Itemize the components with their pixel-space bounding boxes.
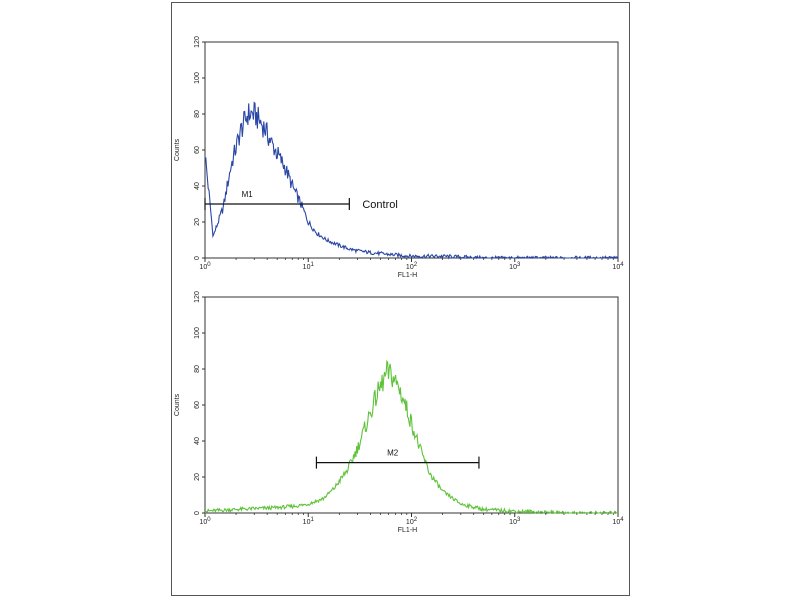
y-tick-label: 120 xyxy=(194,36,201,48)
figure-border xyxy=(171,2,630,596)
annotation-label: Control xyxy=(362,199,397,211)
x-tick-label: 103 xyxy=(509,517,521,526)
histogram-trace xyxy=(204,359,618,516)
y-axis-title: Counts xyxy=(174,393,181,416)
y-axis-title: Counts xyxy=(174,138,181,161)
y-tick-label: 0 xyxy=(194,256,201,260)
x-axis-title: FL1-H xyxy=(398,527,417,534)
y-tick-label: 100 xyxy=(194,72,201,84)
plot-area xyxy=(204,296,619,514)
y-tick-label: 40 xyxy=(194,437,201,445)
y-tick-label: 80 xyxy=(194,110,201,118)
x-tick-label: 101 xyxy=(303,262,315,271)
y-tick-label: 60 xyxy=(194,146,201,154)
x-tick-label: 101 xyxy=(303,517,315,526)
y-tick-label: 0 xyxy=(194,511,201,515)
x-tick-label: 102 xyxy=(406,517,418,526)
histogram-panel-2: 0 20 40 60 80 100 120 100 101 102 103 104 FL1-H Count… xyxy=(174,291,624,534)
x-axis-title: FL1-H xyxy=(398,272,417,279)
y-tick-label: 120 xyxy=(194,291,201,303)
x-tick-label: 102 xyxy=(406,262,418,271)
y-tick-label: 100 xyxy=(194,327,201,339)
plot-area xyxy=(204,41,619,259)
x-tick-label: 104 xyxy=(612,262,624,271)
x-tick-label: 100 xyxy=(199,262,211,271)
histogram-panel-1: 0 20 40 60 80 100 120 100 101 102 103 104 FL1-H Count… xyxy=(174,36,624,279)
x-tick-label: 100 xyxy=(199,517,211,526)
y-tick-label: 60 xyxy=(194,401,201,409)
y-tick-label: 20 xyxy=(194,473,201,481)
marker-label: M2 xyxy=(387,449,399,458)
y-tick-label: 40 xyxy=(194,182,201,190)
y-tick-label: 20 xyxy=(194,218,201,226)
y-tick-label: 80 xyxy=(194,365,201,373)
marker-label: M1 xyxy=(242,190,254,199)
histogram-trace xyxy=(204,101,619,260)
x-tick-label: 104 xyxy=(612,517,624,526)
x-tick-label: 103 xyxy=(509,262,521,271)
